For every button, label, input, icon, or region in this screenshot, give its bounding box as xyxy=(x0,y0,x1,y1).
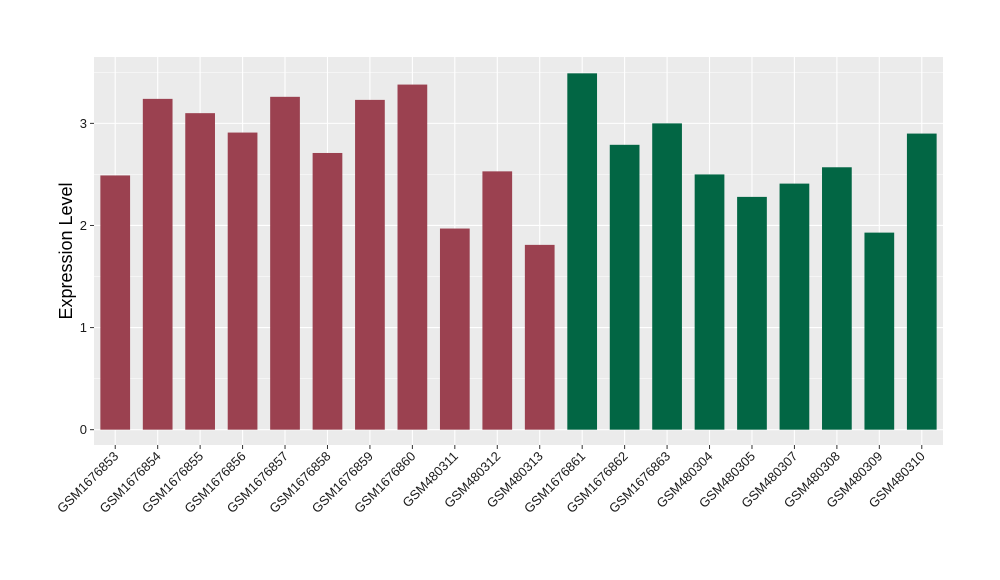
bar-gsm1676859 xyxy=(355,99,385,430)
bar-gsm1676855 xyxy=(185,113,215,430)
bar-gsm1676862 xyxy=(609,144,640,430)
bar-gsm1676863 xyxy=(652,123,682,430)
bar-gsm480304 xyxy=(694,174,725,430)
y-tick-label: 1 xyxy=(80,320,87,335)
bars xyxy=(100,73,937,430)
y-tick-label: 0 xyxy=(80,422,87,437)
bar-gsm480309 xyxy=(864,232,895,430)
bar-gsm1676853 xyxy=(100,175,131,430)
bar-gsm1676861 xyxy=(567,73,598,430)
bar-gsm1676860 xyxy=(397,84,428,430)
bar-gsm480305 xyxy=(737,196,767,430)
y-axis-title: Expression Level xyxy=(56,182,76,319)
y-tick-label: 3 xyxy=(80,116,87,131)
bar-gsm480311 xyxy=(439,228,470,430)
bar-gsm480310 xyxy=(906,133,937,430)
bar-gsm480312 xyxy=(482,171,513,430)
bar-gsm480308 xyxy=(822,167,852,430)
bar-gsm1676854 xyxy=(142,98,173,430)
bar-gsm1676856 xyxy=(227,132,258,430)
bar-gsm480313 xyxy=(524,244,555,430)
bar-gsm1676858 xyxy=(312,152,343,430)
bar-gsm1676857 xyxy=(270,96,300,430)
plot-panel xyxy=(94,57,943,445)
y-tick-label: 2 xyxy=(80,218,87,233)
bar-gsm480307 xyxy=(779,183,810,430)
